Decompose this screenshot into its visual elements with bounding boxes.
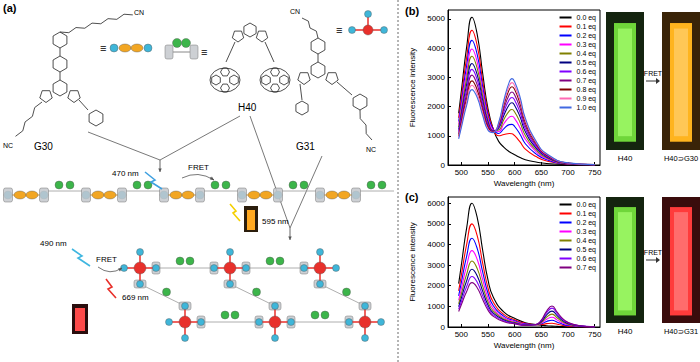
svg-text:6000: 6000 bbox=[427, 199, 445, 208]
svg-text:4000: 4000 bbox=[427, 240, 445, 249]
svg-text:FRET: FRET bbox=[644, 249, 663, 256]
svg-text:500: 500 bbox=[455, 330, 469, 339]
svg-text:750: 750 bbox=[588, 330, 602, 339]
svg-text:700: 700 bbox=[561, 330, 575, 339]
svg-text:650: 650 bbox=[535, 168, 549, 177]
svg-text:0.2 eq: 0.2 eq bbox=[577, 219, 597, 227]
svg-text:FRET: FRET bbox=[644, 70, 663, 77]
svg-text:G31: G31 bbox=[296, 141, 315, 152]
svg-text:≡: ≡ bbox=[201, 46, 207, 58]
svg-text:G30: G30 bbox=[34, 141, 53, 152]
svg-text:1.0 eq: 1.0 eq bbox=[577, 104, 597, 112]
svg-text:0.6 eq: 0.6 eq bbox=[577, 68, 597, 76]
svg-text:H40⊃G30: H40⊃G30 bbox=[664, 154, 698, 163]
svg-text:3000: 3000 bbox=[427, 261, 445, 270]
svg-text:H40⊃G31: H40⊃G31 bbox=[664, 327, 698, 336]
svg-text:0.6 eq: 0.6 eq bbox=[577, 255, 597, 263]
svg-text:Fluorescence intensity: Fluorescence intensity bbox=[408, 48, 417, 128]
svg-text:0.9 eq: 0.9 eq bbox=[577, 95, 597, 103]
svg-text:CN: CN bbox=[134, 9, 144, 16]
svg-text:H40: H40 bbox=[238, 102, 257, 113]
svg-text:470 nm: 470 nm bbox=[112, 169, 139, 178]
svg-text:700: 700 bbox=[561, 168, 575, 177]
svg-text:490 nm: 490 nm bbox=[40, 239, 67, 248]
svg-text:750: 750 bbox=[588, 168, 602, 177]
svg-text:0: 0 bbox=[441, 161, 446, 170]
svg-text:650: 650 bbox=[535, 330, 549, 339]
svg-text:0: 0 bbox=[441, 323, 446, 332]
svg-text:Wavelength (nm): Wavelength (nm) bbox=[494, 179, 555, 188]
svg-text:H40: H40 bbox=[618, 327, 633, 336]
svg-text:600: 600 bbox=[508, 168, 522, 177]
svg-text:1000: 1000 bbox=[427, 302, 445, 311]
svg-text:Wavelength (nm): Wavelength (nm) bbox=[494, 341, 555, 350]
svg-text:(a): (a) bbox=[3, 2, 17, 14]
svg-text:(c): (c) bbox=[405, 191, 419, 203]
svg-text:0.0 eq: 0.0 eq bbox=[577, 201, 597, 209]
svg-text:0.5 eq: 0.5 eq bbox=[577, 59, 597, 67]
svg-text:≡: ≡ bbox=[336, 24, 342, 36]
svg-text:2000: 2000 bbox=[427, 281, 445, 290]
svg-text:0.3 eq: 0.3 eq bbox=[577, 228, 597, 236]
svg-text:595 nm: 595 nm bbox=[262, 217, 289, 226]
svg-text:4000: 4000 bbox=[427, 44, 445, 53]
svg-text:600: 600 bbox=[508, 330, 522, 339]
svg-text:0.4 eq: 0.4 eq bbox=[577, 237, 597, 245]
svg-text:0.4 eq: 0.4 eq bbox=[577, 50, 597, 58]
svg-text:0.3 eq: 0.3 eq bbox=[577, 41, 597, 49]
svg-text:0.7 eq: 0.7 eq bbox=[577, 77, 597, 85]
svg-text:(b): (b) bbox=[405, 5, 419, 17]
svg-text:0.0 eq: 0.0 eq bbox=[577, 14, 597, 22]
svg-text:NC: NC bbox=[366, 146, 376, 153]
svg-text:0.1 eq: 0.1 eq bbox=[577, 23, 597, 31]
svg-text:0.7 eq: 0.7 eq bbox=[577, 264, 597, 272]
svg-text:CN: CN bbox=[290, 8, 300, 15]
svg-text:550: 550 bbox=[481, 168, 495, 177]
svg-text:1000: 1000 bbox=[427, 131, 445, 140]
svg-text:0.1 eq: 0.1 eq bbox=[577, 210, 597, 218]
svg-text:FRET: FRET bbox=[188, 163, 209, 172]
svg-text:0.5 eq: 0.5 eq bbox=[577, 246, 597, 254]
svg-text:FRET: FRET bbox=[96, 255, 117, 264]
svg-text:≡: ≡ bbox=[100, 42, 106, 54]
svg-text:Fluorescence intensity: Fluorescence intensity bbox=[408, 222, 417, 302]
svg-text:0.8 eq: 0.8 eq bbox=[577, 86, 597, 94]
svg-text:5000: 5000 bbox=[427, 14, 445, 23]
svg-text:550: 550 bbox=[481, 330, 495, 339]
svg-text:0.2 eq: 0.2 eq bbox=[577, 32, 597, 40]
svg-text:3000: 3000 bbox=[427, 73, 445, 82]
svg-text:669 nm: 669 nm bbox=[122, 293, 149, 302]
svg-text:NC: NC bbox=[3, 142, 13, 149]
svg-text:5000: 5000 bbox=[427, 219, 445, 228]
svg-text:500: 500 bbox=[455, 168, 469, 177]
svg-text:2000: 2000 bbox=[427, 102, 445, 111]
svg-text:H40: H40 bbox=[618, 154, 633, 163]
